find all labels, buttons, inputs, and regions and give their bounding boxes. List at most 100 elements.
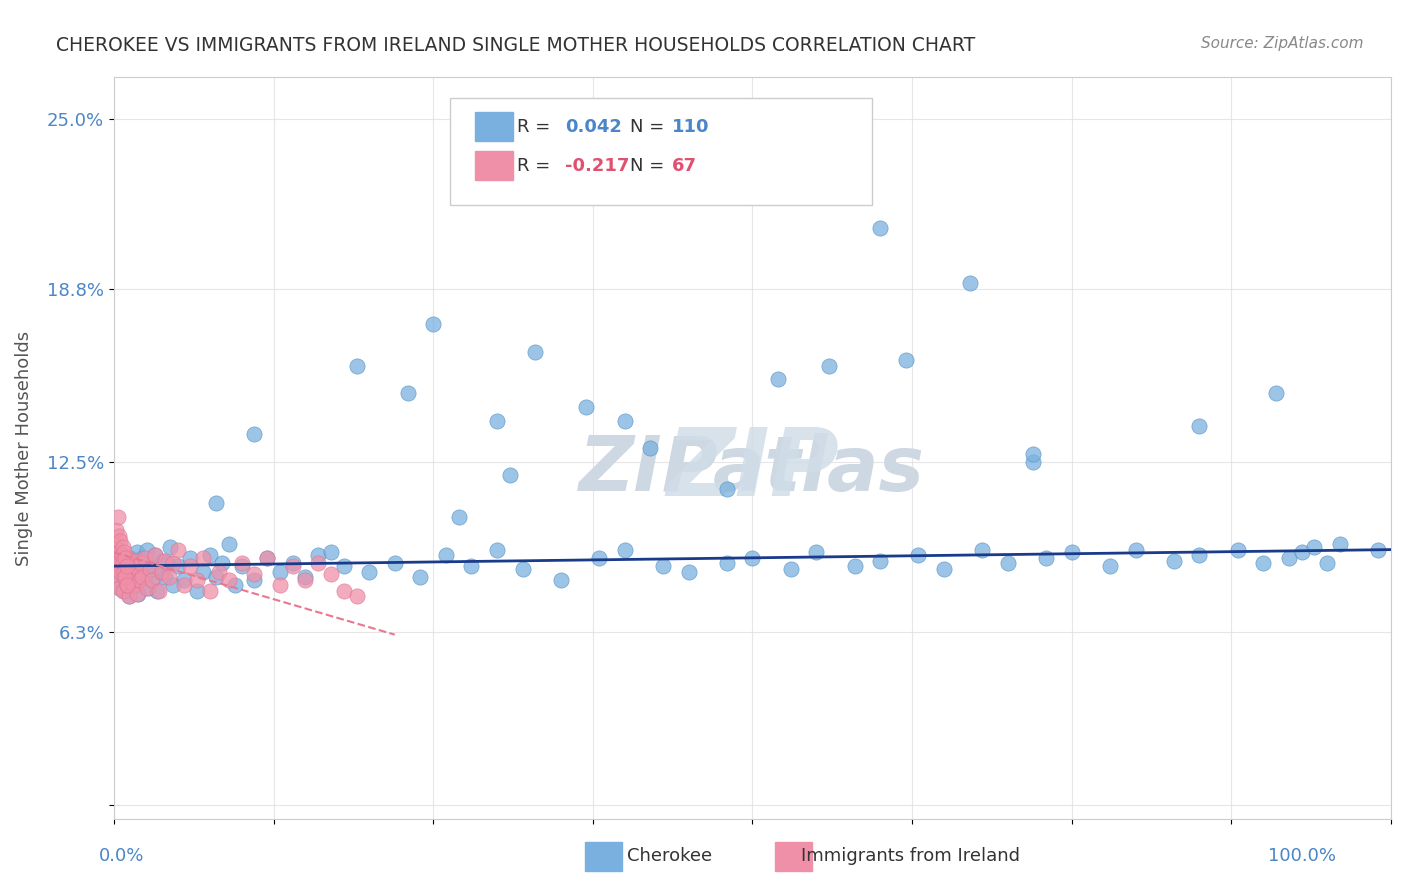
Point bbox=[118, 589, 141, 603]
Text: N =: N = bbox=[630, 118, 669, 136]
Point bbox=[110, 565, 132, 579]
Point bbox=[972, 542, 994, 557]
Point bbox=[1226, 542, 1249, 557]
Point bbox=[110, 581, 132, 595]
Point bbox=[136, 581, 159, 595]
Point bbox=[1035, 550, 1057, 565]
Point bbox=[269, 578, 291, 592]
Point bbox=[134, 550, 156, 565]
Point bbox=[1022, 455, 1045, 469]
Point bbox=[112, 570, 135, 584]
Point bbox=[384, 557, 406, 571]
Text: N =: N = bbox=[630, 157, 669, 175]
Text: Immigrants from Ireland: Immigrants from Ireland bbox=[801, 847, 1021, 865]
Point bbox=[118, 589, 141, 603]
Point bbox=[205, 496, 228, 510]
Point bbox=[524, 345, 547, 359]
Point bbox=[1098, 559, 1121, 574]
Point bbox=[131, 550, 153, 565]
Point bbox=[512, 562, 534, 576]
Point bbox=[110, 565, 132, 579]
Point bbox=[150, 565, 173, 579]
Point bbox=[269, 565, 291, 579]
Point bbox=[844, 559, 866, 574]
Point bbox=[319, 567, 342, 582]
Point bbox=[129, 557, 152, 571]
Point bbox=[1188, 419, 1211, 434]
Point bbox=[818, 359, 841, 373]
Point bbox=[127, 565, 149, 579]
Point bbox=[143, 548, 166, 562]
Text: 0.0%: 0.0% bbox=[98, 847, 143, 865]
Point bbox=[332, 559, 354, 574]
Point bbox=[193, 550, 215, 565]
Point bbox=[1022, 446, 1045, 460]
Text: 0.042: 0.042 bbox=[565, 118, 621, 136]
Point bbox=[159, 540, 181, 554]
Point bbox=[997, 557, 1019, 571]
Point bbox=[186, 583, 208, 598]
Point bbox=[111, 583, 134, 598]
Point bbox=[108, 581, 131, 595]
Point bbox=[149, 565, 172, 579]
Point bbox=[207, 565, 229, 579]
Point bbox=[141, 573, 163, 587]
Point bbox=[179, 550, 201, 565]
Point bbox=[243, 427, 266, 442]
Point bbox=[166, 542, 188, 557]
Point bbox=[110, 565, 132, 579]
Point bbox=[114, 559, 136, 574]
Point bbox=[499, 468, 522, 483]
Point bbox=[1060, 545, 1083, 559]
Point bbox=[114, 570, 136, 584]
Point bbox=[307, 548, 329, 562]
Point bbox=[779, 562, 801, 576]
Point bbox=[806, 545, 828, 559]
Point bbox=[111, 548, 134, 562]
Point bbox=[613, 414, 636, 428]
Text: ZIP: ZIP bbox=[666, 425, 839, 516]
Point bbox=[346, 359, 368, 373]
Point bbox=[138, 581, 160, 595]
Point bbox=[108, 529, 131, 543]
Point bbox=[307, 557, 329, 571]
Point bbox=[105, 573, 128, 587]
Point bbox=[124, 578, 146, 592]
Point bbox=[243, 567, 266, 582]
Point bbox=[281, 557, 304, 571]
Point bbox=[396, 386, 419, 401]
Point bbox=[110, 548, 132, 562]
Point bbox=[218, 573, 240, 587]
Point bbox=[1303, 540, 1326, 554]
Point bbox=[359, 565, 381, 579]
Text: Cherokee: Cherokee bbox=[627, 847, 713, 865]
Point bbox=[122, 575, 145, 590]
Point bbox=[107, 562, 129, 576]
Point bbox=[112, 565, 135, 579]
Point bbox=[121, 567, 143, 582]
Point bbox=[141, 573, 163, 587]
Point bbox=[104, 537, 127, 551]
Point bbox=[869, 553, 891, 567]
Point bbox=[256, 550, 278, 565]
Point bbox=[346, 589, 368, 603]
Point bbox=[121, 575, 143, 590]
Point bbox=[124, 578, 146, 592]
Point bbox=[198, 583, 221, 598]
Point bbox=[157, 570, 180, 584]
Point bbox=[153, 570, 176, 584]
Point bbox=[447, 509, 470, 524]
Point bbox=[131, 570, 153, 584]
Point bbox=[134, 570, 156, 584]
Point bbox=[135, 557, 157, 571]
Point bbox=[575, 400, 598, 414]
Point bbox=[120, 567, 142, 582]
Point bbox=[1291, 545, 1313, 559]
Point bbox=[125, 586, 148, 600]
Y-axis label: Single Mother Households: Single Mother Households bbox=[15, 330, 32, 566]
Point bbox=[124, 553, 146, 567]
Point bbox=[294, 570, 316, 584]
Point bbox=[959, 277, 981, 291]
Text: 100.0%: 100.0% bbox=[1268, 847, 1336, 865]
Text: 67: 67 bbox=[672, 157, 697, 175]
